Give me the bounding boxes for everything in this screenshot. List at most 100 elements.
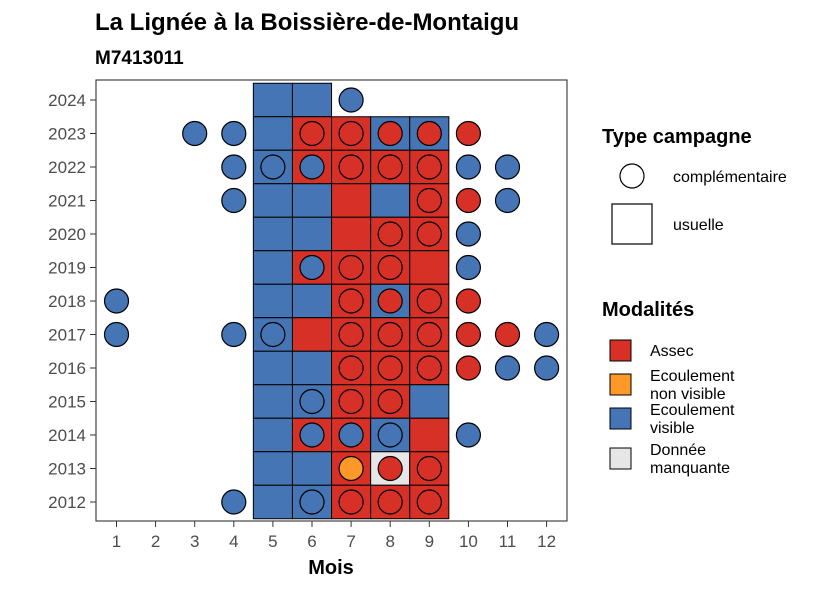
usuelle-tile-2019-9 — [409, 250, 450, 285]
complementaire-point-2020-8 — [377, 221, 403, 247]
complementaire-point-2013-7 — [338, 455, 364, 482]
complementaire-point-2012-8 — [377, 489, 403, 515]
x-tick-label: 8 — [385, 532, 394, 551]
complementaire-point-2017-8 — [377, 321, 403, 348]
complementaire-point-2023-10 — [455, 120, 481, 147]
complementaire-point-2019-7 — [338, 254, 364, 281]
usuelle-tile-2018-5 — [252, 283, 293, 319]
legend-modalite-label: Donnée — [650, 442, 706, 459]
chart-subtitle: M7413011 — [95, 48, 184, 69]
x-tick-label: 4 — [229, 532, 238, 551]
usuelle-tile-2023-5 — [252, 116, 293, 151]
x-axis: 1 2 3 4 5 6 7 8 9 10 11 12 — [112, 521, 556, 551]
complementaire-point-2023-6 — [299, 120, 325, 147]
usuelle-tile-2021-6 — [291, 183, 333, 218]
complementaire-point-2014-10 — [455, 422, 481, 448]
usuelle-tile-2020-5 — [252, 216, 293, 252]
usuelle-tile-2021-7 — [331, 183, 372, 218]
complementaire-point-2020-9 — [416, 221, 442, 247]
complementaire-point-2014-6 — [299, 422, 325, 448]
y-tick-label: 2024 — [48, 91, 86, 110]
x-tick-label: 5 — [268, 532, 277, 551]
x-tick-label: 11 — [499, 532, 517, 551]
usuelle-tile-2012-5 — [252, 484, 293, 520]
y-tick-label: 2020 — [48, 225, 86, 244]
chart-title: La Lignée à la Boissière-de-Montaigu — [95, 9, 519, 36]
y-tick-label: 2021 — [48, 192, 86, 211]
usuelle-tile-2015-5 — [252, 384, 293, 419]
complementaire-point-2021-10 — [455, 187, 481, 214]
usuelle-tile-2024-5 — [252, 82, 293, 118]
y-axis: 2012 2013 2014 2015 2016 2017 2018 2019 2020 2021… — [48, 91, 96, 512]
complementaire-point-2020-10 — [455, 221, 481, 247]
complementaire-point-2022-9 — [416, 154, 442, 180]
usuelle-tile-2019-5 — [252, 250, 293, 285]
x-tick-label: 7 — [346, 532, 355, 551]
usuelle-tile-2020-7 — [331, 216, 372, 252]
complementaire-point-2017-12 — [533, 321, 560, 348]
complementaire-point-2023-7 — [338, 120, 364, 147]
complementaire-point-2024-7 — [338, 87, 364, 113]
usuelle-tile-2015-9 — [409, 384, 450, 419]
legend-complementaire-key — [619, 163, 645, 189]
complementaire-point-2021-4 — [221, 187, 247, 214]
complementaire-point-2012-6 — [299, 489, 325, 515]
complementaire-point-2016-12 — [533, 355, 560, 381]
usuelle-tile-2013-6 — [291, 451, 333, 486]
y-tick-label: 2014 — [48, 426, 86, 445]
complementaire-point-2016-7 — [338, 355, 364, 381]
legend-modalite-label: non visible — [650, 386, 726, 403]
complementaire-point-2018-8 — [377, 288, 403, 314]
complementaire-point-2018-10 — [455, 288, 481, 314]
complementaire-point-2023-9 — [416, 120, 442, 147]
complementaire-point-2015-7 — [338, 388, 364, 415]
complementaire-point-2014-7 — [338, 422, 364, 448]
y-tick-label: 2016 — [48, 359, 86, 378]
complementaire-point-2017-1 — [103, 321, 130, 348]
legend-complementaire-label: complémentaire — [673, 169, 787, 186]
legend-modalite-key — [609, 373, 632, 396]
usuelle-tile-2024-6 — [291, 82, 333, 118]
legend-modalite-key — [609, 339, 632, 362]
usuelle-tile-2014-5 — [252, 417, 293, 453]
complementaire-point-2022-11 — [494, 154, 521, 180]
complementaire-point-2015-8 — [377, 388, 403, 415]
complementaire-point-2017-9 — [416, 321, 442, 348]
usuelle-tile-2017-6 — [291, 317, 333, 352]
legend-modalite-label: manquante — [650, 460, 730, 477]
legend-usuelle-key — [611, 203, 653, 245]
legend-modalites-title: Modalités — [602, 299, 694, 321]
usuelle-tile-2016-5 — [252, 350, 293, 386]
y-tick-label: 2019 — [48, 259, 86, 278]
complementaire-point-2019-6 — [299, 254, 325, 281]
complementaire-point-2016-11 — [494, 355, 521, 381]
x-tick-label: 10 — [459, 532, 478, 551]
complementaire-point-2023-3 — [182, 120, 208, 147]
complementaire-point-2018-1 — [103, 288, 130, 314]
complementaire-point-2021-9 — [416, 187, 442, 214]
y-tick-label: 2023 — [48, 125, 86, 144]
legend-modalite-key — [609, 407, 632, 430]
complementaire-point-2022-10 — [455, 154, 481, 180]
x-tick-label: 9 — [425, 532, 434, 551]
complementaire-point-2022-5 — [260, 154, 286, 180]
x-tick-label: 6 — [307, 532, 316, 551]
complementaire-point-2012-4 — [221, 489, 247, 515]
x-tick-label: 2 — [151, 532, 160, 551]
complementaire-point-2023-4 — [221, 120, 247, 147]
complementaire-point-2012-9 — [416, 489, 442, 515]
complementaire-point-2019-8 — [377, 254, 403, 281]
usuelle-tile-2021-8 — [370, 183, 411, 218]
complementaire-point-2016-8 — [377, 355, 403, 381]
y-tick-label: 2013 — [48, 460, 86, 479]
usuelle-tile-2021-5 — [252, 183, 293, 218]
complementaire-point-2016-10 — [455, 355, 481, 381]
x-axis-title: Mois — [308, 557, 354, 579]
legend-modalite-label: Assec — [650, 343, 694, 360]
complementaire-point-2019-10 — [455, 254, 481, 281]
legend-usuelle-label: usuelle — [673, 217, 724, 234]
complementaire-point-2013-9 — [416, 455, 442, 482]
complementaire-point-2018-9 — [416, 288, 442, 314]
complementaire-point-2022-4 — [221, 154, 247, 180]
legend-modalite-label: Ecoulement — [650, 402, 735, 419]
